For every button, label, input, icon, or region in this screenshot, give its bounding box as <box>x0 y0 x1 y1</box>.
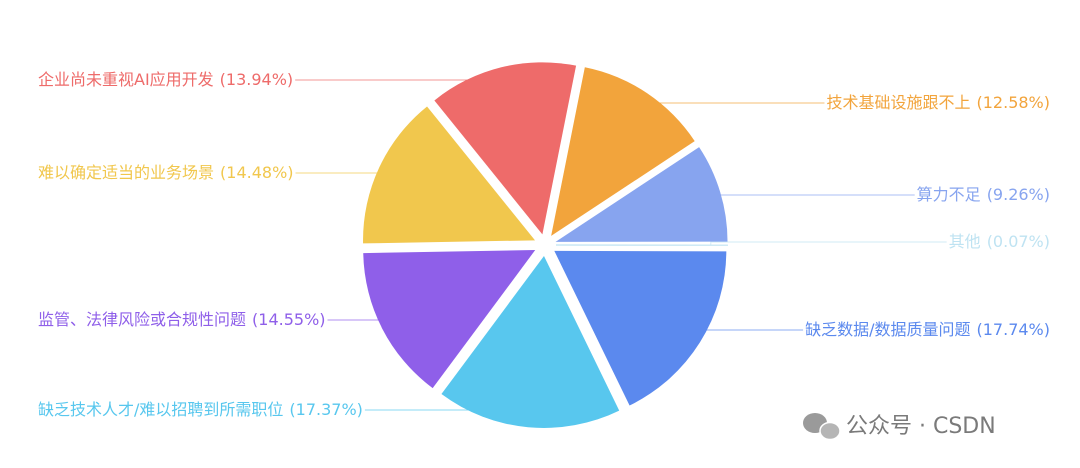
label-value: (14.55%) <box>252 310 326 329</box>
pie-slice <box>441 255 620 428</box>
slice-label: 技术基础设施跟不上 (12.58%) <box>826 93 1050 112</box>
slice-label: 监管、法律风险或合规性问题 (14.55%) <box>38 310 326 329</box>
label-value: (17.74%) <box>977 320 1051 339</box>
slice-label: 难以确定适当的业务场景 (14.48%) <box>38 163 294 182</box>
pie-slice <box>555 147 728 242</box>
leader-line <box>637 102 825 108</box>
slice-label: 缺乏数据/数据质量问题 (17.74%) <box>805 320 1050 339</box>
label-name: 难以确定适当的业务场景 <box>38 163 214 182</box>
label-name: 其他 <box>949 232 981 251</box>
pie-slice <box>551 67 695 236</box>
slice-label: 企业尚未重视AI应用开发 (13.94%) <box>38 70 293 89</box>
watermark-text: 公众号 · CSDN <box>846 414 996 439</box>
pie-slice <box>363 106 536 244</box>
label-value: (9.26%) <box>987 185 1050 204</box>
slice-label: 缺乏技术人才/难以招聘到所需职位 (17.37%) <box>38 400 363 419</box>
leader-line <box>710 241 947 246</box>
slice-label: 算力不足 (9.26%) <box>917 185 1050 204</box>
watermark: 公众号 · CSDN <box>803 413 996 441</box>
label-name: 缺乏数据/数据质量问题 <box>805 320 970 339</box>
pie-slice <box>554 250 727 406</box>
label-value: (17.37%) <box>289 400 363 419</box>
pie-slice <box>434 62 577 235</box>
label-name: 企业尚未重视AI应用开发 <box>38 70 214 89</box>
label-name: 算力不足 <box>917 185 981 204</box>
label-value: (14.48%) <box>220 163 294 182</box>
label-name: 缺乏技术人才/难以招聘到所需职位 <box>38 400 283 419</box>
label-name: 监管、法律风险或合规性问题 <box>38 310 246 329</box>
label-value: (13.94%) <box>220 70 294 89</box>
watermark-icon <box>819 421 841 441</box>
pie-slice <box>363 250 536 389</box>
slice-label: 其他 (0.07%) <box>949 232 1050 251</box>
leader-line <box>703 194 915 198</box>
label-value: (0.07%) <box>987 232 1050 251</box>
label-value: (12.58%) <box>977 93 1051 112</box>
label-name: 技术基础设施跟不上 <box>826 93 970 112</box>
